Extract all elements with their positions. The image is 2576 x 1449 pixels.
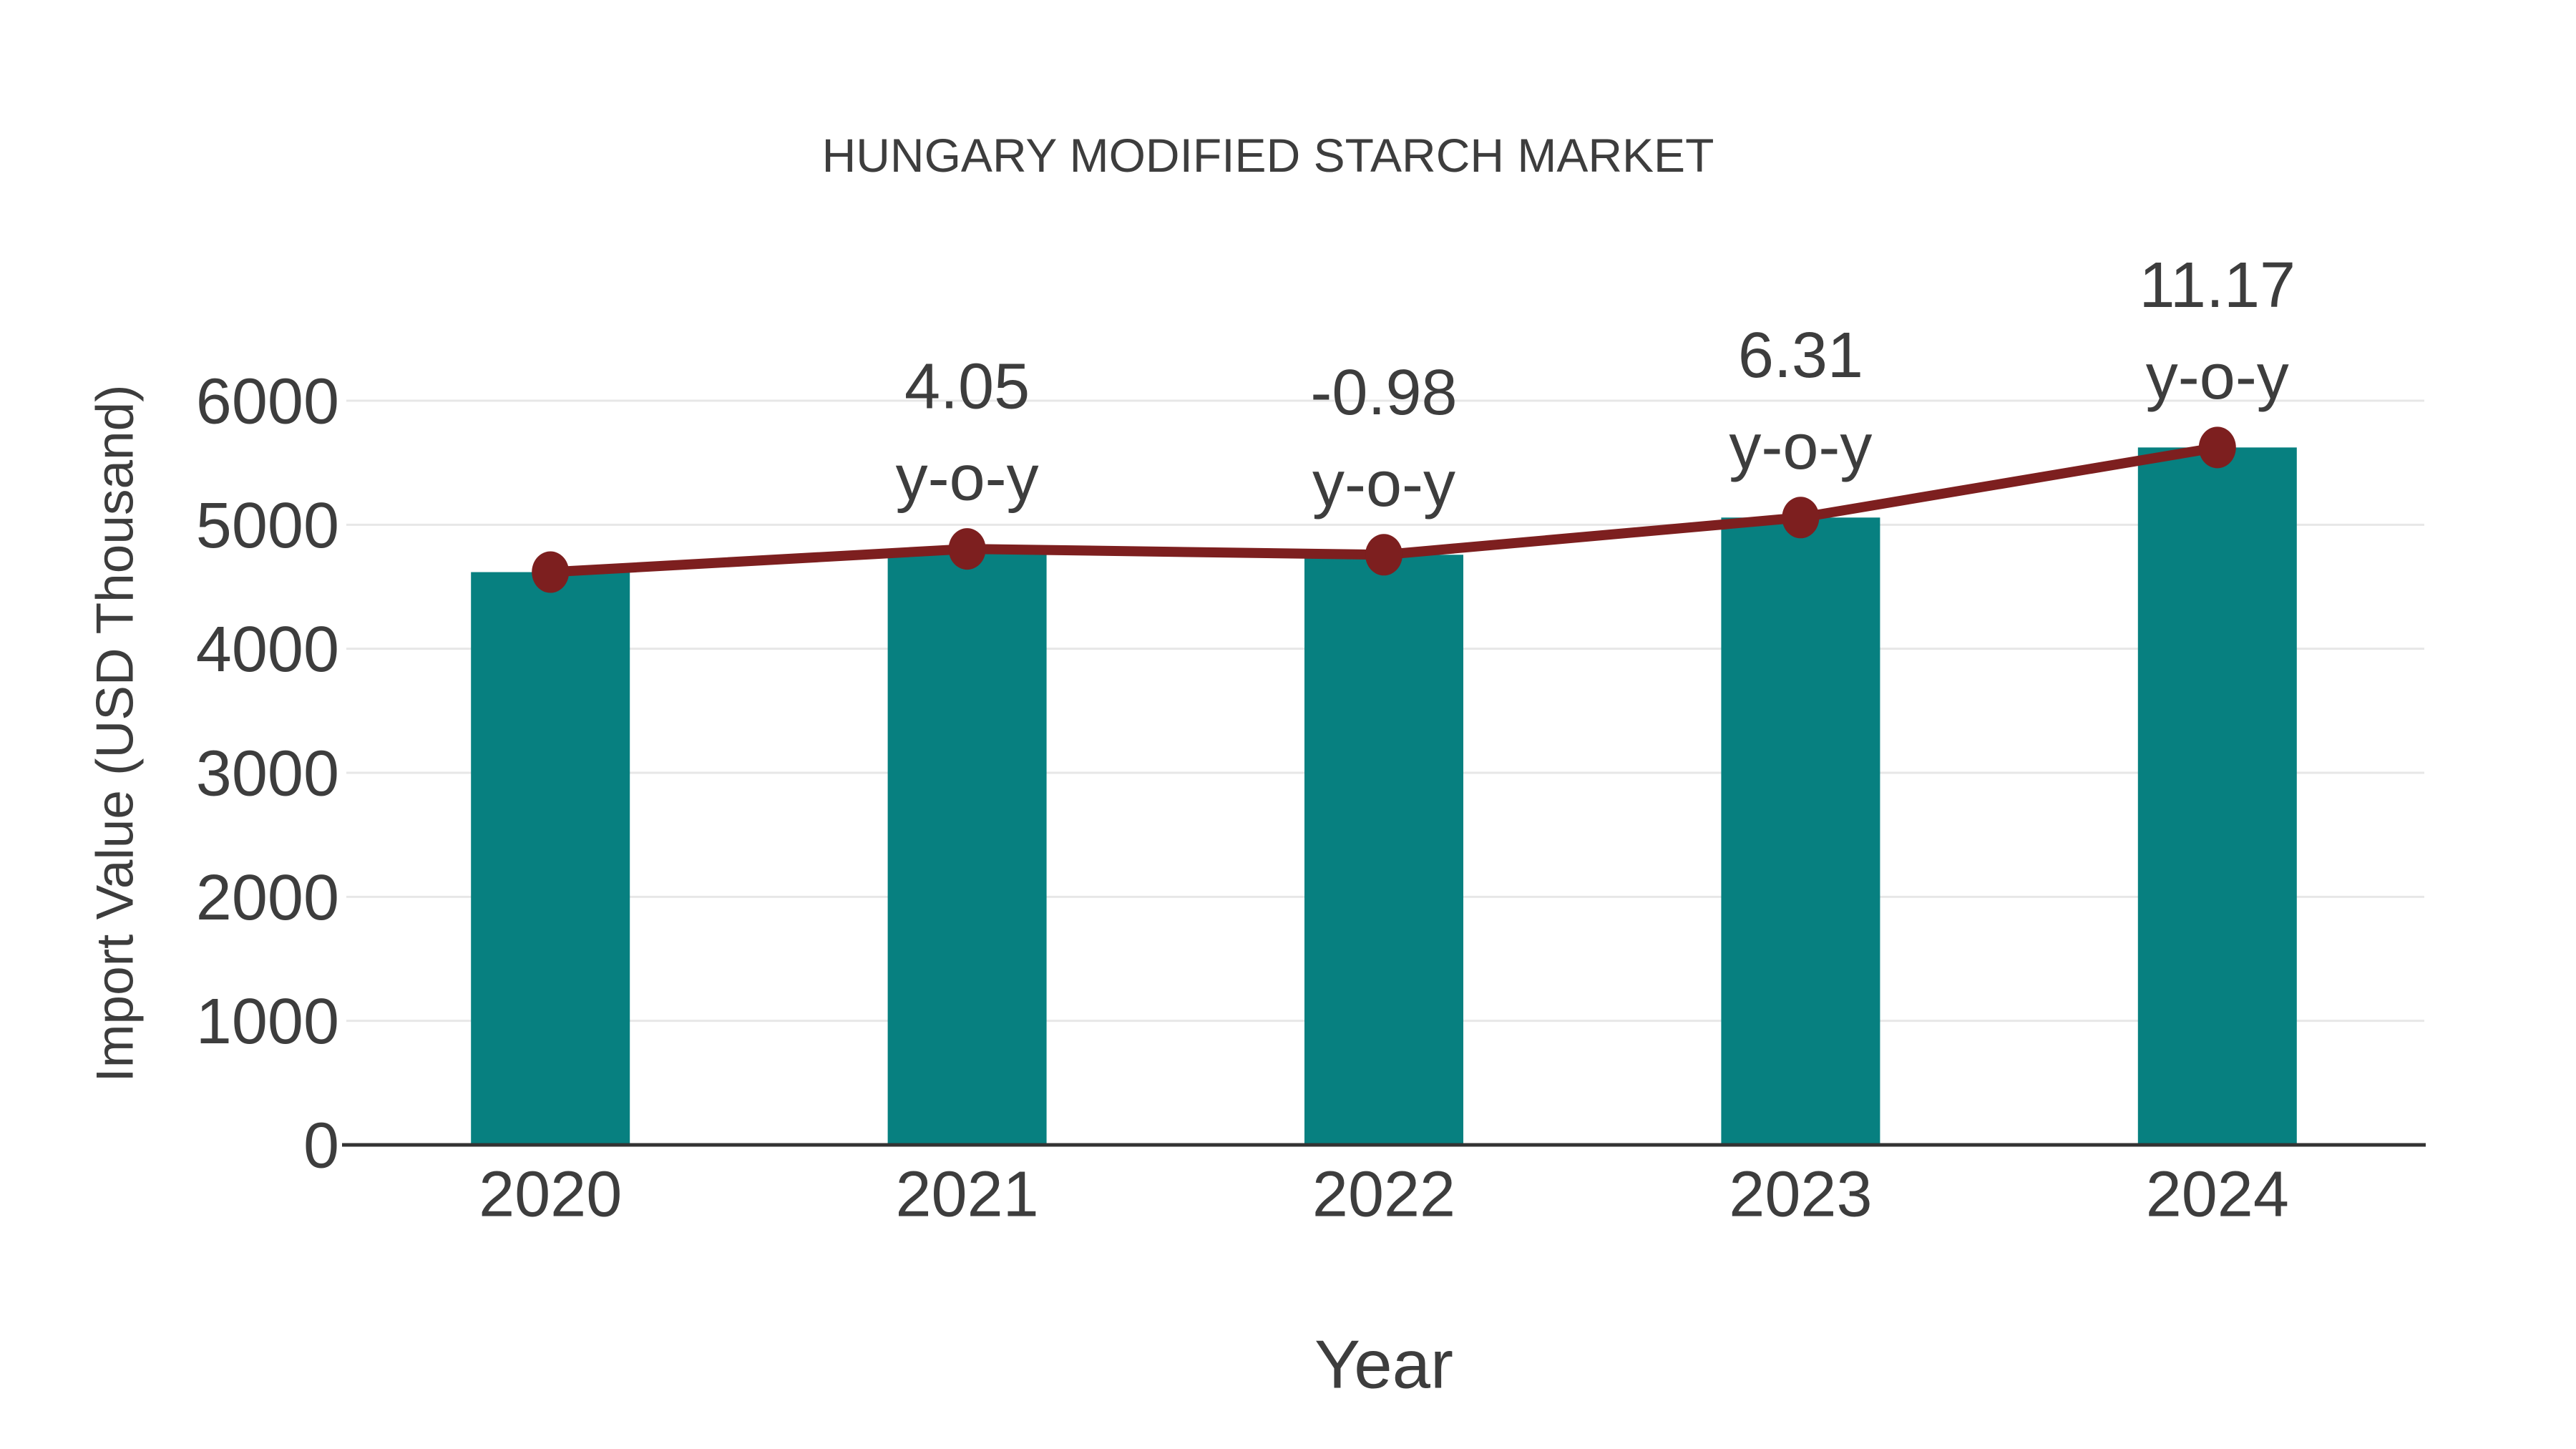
y-axis-tick-labels: 0 1000 2000 3000 4000 5000 6000 — [196, 366, 339, 1182]
y-tick-label: 3000 — [196, 738, 339, 810]
trend-marker-2023 — [1782, 497, 1820, 539]
trend-marker-2022 — [1365, 534, 1402, 576]
bar-2021 — [887, 549, 1047, 1145]
yoy-value-2023: 6.31 — [1738, 320, 1863, 391]
chart-title: HUNGARY MODIFIED STARCH MARKET — [822, 129, 1714, 182]
yoy-suffix-2023: y-o-y — [1729, 411, 1872, 483]
x-axis-tick-labels: 2020 2021 2022 2023 2024 — [479, 1159, 2289, 1231]
bar-2024 — [2137, 447, 2297, 1145]
trend-marker-2020 — [532, 551, 570, 593]
x-tick-label-2022: 2022 — [1312, 1159, 1455, 1231]
trend-markers — [532, 426, 2236, 593]
y-tick-label: 0 — [303, 1111, 339, 1182]
yoy-suffix-2021: y-o-y — [896, 443, 1039, 514]
yoy-suffix-2022: y-o-y — [1312, 449, 1455, 520]
x-axis-title: Year — [1314, 1327, 1453, 1403]
yoy-suffix-2024: y-o-y — [2146, 341, 2289, 413]
yoy-value-2022: -0.98 — [1310, 357, 1457, 429]
x-tick-label-2021: 2021 — [895, 1159, 1038, 1231]
x-tick-label-2020: 2020 — [479, 1159, 622, 1231]
trend-marker-2024 — [2198, 426, 2236, 469]
y-tick-label: 4000 — [196, 614, 339, 686]
y-tick-label: 6000 — [196, 366, 339, 438]
y-axis-title: Import Value (USD Thousand) — [87, 384, 145, 1082]
yoy-value-2024: 11.17 — [2140, 250, 2296, 321]
bar-2023 — [1721, 517, 1880, 1145]
x-tick-label-2023: 2023 — [1729, 1159, 1872, 1231]
bar-2020 — [471, 572, 630, 1145]
y-tick-label: 1000 — [196, 986, 339, 1058]
y-tick-label: 2000 — [196, 862, 339, 934]
y-tick-label: 5000 — [196, 490, 339, 562]
yoy-annotations: 4.05 y-o-y -0.98 y-o-y 6.31 y-o-y 11.17 y-o-y — [896, 250, 2296, 520]
bar-series — [471, 447, 2297, 1145]
yoy-value-2021: 4.05 — [904, 351, 1030, 423]
x-tick-label-2024: 2024 — [2146, 1159, 2289, 1231]
bar-2022 — [1304, 555, 1463, 1145]
trend-marker-2021 — [948, 528, 986, 570]
